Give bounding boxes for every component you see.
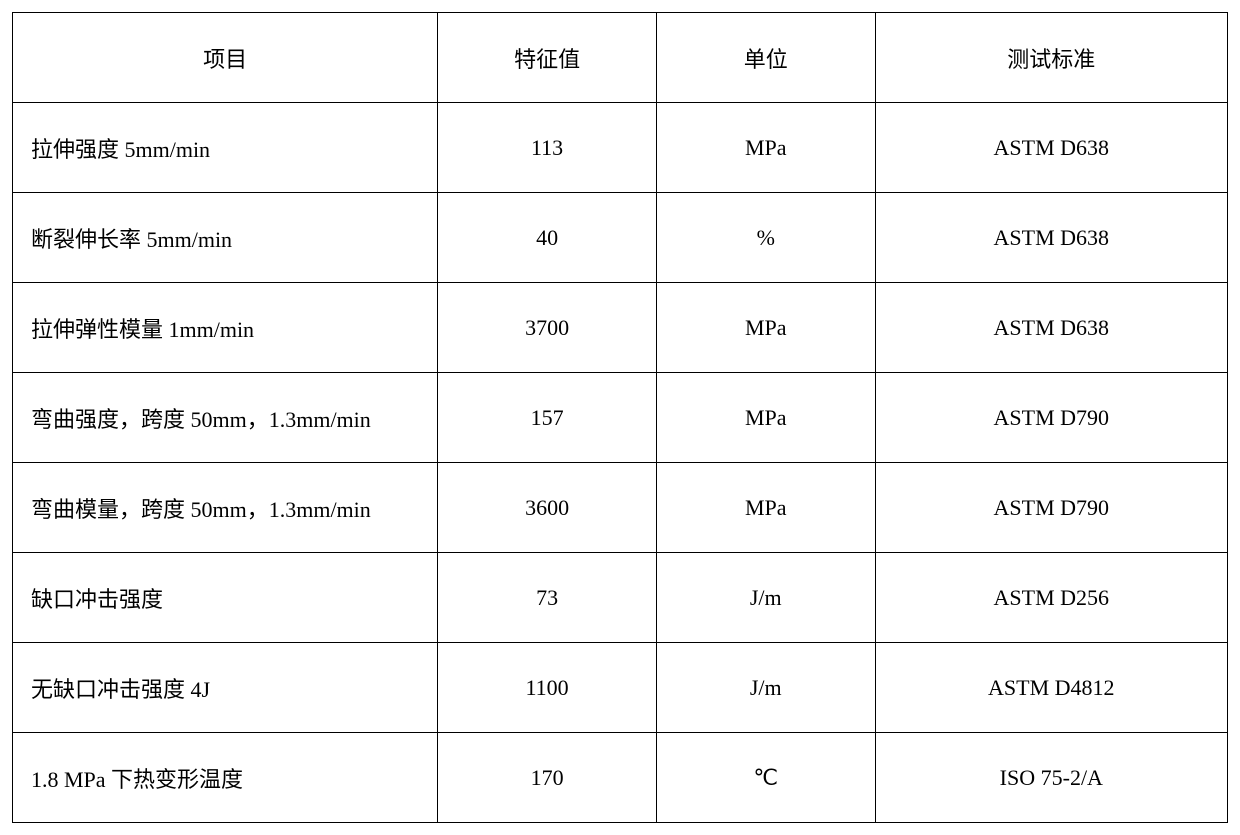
cell-standard: ASTM D256	[875, 553, 1227, 643]
cell-unit: MPa	[656, 283, 875, 373]
cell-standard: ASTM D790	[875, 373, 1227, 463]
cell-unit: MPa	[656, 373, 875, 463]
cell-value: 40	[438, 193, 657, 283]
cell-value: 157	[438, 373, 657, 463]
th-item: 项目	[13, 13, 438, 103]
cell-unit: J/m	[656, 643, 875, 733]
cell-standard: ASTM D638	[875, 283, 1227, 373]
th-unit: 单位	[656, 13, 875, 103]
cell-value: 3600	[438, 463, 657, 553]
cell-item: 弯曲模量，跨度 50mm，1.3mm/min	[13, 463, 438, 553]
cell-value: 73	[438, 553, 657, 643]
cell-value: 170	[438, 733, 657, 823]
cell-unit: ℃	[656, 733, 875, 823]
cell-unit: J/m	[656, 553, 875, 643]
cell-item: 拉伸弹性模量 1mm/min	[13, 283, 438, 373]
cell-item: 弯曲强度，跨度 50mm，1.3mm/min	[13, 373, 438, 463]
table-row: 断裂伸长率 5mm/min 40 % ASTM D638	[13, 193, 1228, 283]
cell-item: 1.8 MPa 下热变形温度	[13, 733, 438, 823]
cell-item: 缺口冲击强度	[13, 553, 438, 643]
material-properties-table: 项目 特征值 单位 测试标准 拉伸强度 5mm/min 113 MPa ASTM…	[12, 12, 1228, 823]
table-row: 无缺口冲击强度 4J 1100 J/m ASTM D4812	[13, 643, 1228, 733]
cell-unit: MPa	[656, 103, 875, 193]
cell-value: 3700	[438, 283, 657, 373]
cell-unit: %	[656, 193, 875, 283]
th-standard: 测试标准	[875, 13, 1227, 103]
table-row: 弯曲强度，跨度 50mm，1.3mm/min 157 MPa ASTM D790	[13, 373, 1228, 463]
cell-value: 1100	[438, 643, 657, 733]
th-value: 特征值	[438, 13, 657, 103]
cell-value: 113	[438, 103, 657, 193]
cell-standard: ASTM D638	[875, 103, 1227, 193]
table-row: 拉伸强度 5mm/min 113 MPa ASTM D638	[13, 103, 1228, 193]
table-row: 缺口冲击强度 73 J/m ASTM D256	[13, 553, 1228, 643]
cell-item: 无缺口冲击强度 4J	[13, 643, 438, 733]
table-row: 1.8 MPa 下热变形温度 170 ℃ ISO 75-2/A	[13, 733, 1228, 823]
cell-standard: ASTM D638	[875, 193, 1227, 283]
cell-unit: MPa	[656, 463, 875, 553]
cell-standard: ISO 75-2/A	[875, 733, 1227, 823]
cell-standard: ASTM D790	[875, 463, 1227, 553]
cell-standard: ASTM D4812	[875, 643, 1227, 733]
table-row: 拉伸弹性模量 1mm/min 3700 MPa ASTM D638	[13, 283, 1228, 373]
cell-item: 拉伸强度 5mm/min	[13, 103, 438, 193]
table-header-row: 项目 特征值 单位 测试标准	[13, 13, 1228, 103]
table-row: 弯曲模量，跨度 50mm，1.3mm/min 3600 MPa ASTM D79…	[13, 463, 1228, 553]
cell-item: 断裂伸长率 5mm/min	[13, 193, 438, 283]
